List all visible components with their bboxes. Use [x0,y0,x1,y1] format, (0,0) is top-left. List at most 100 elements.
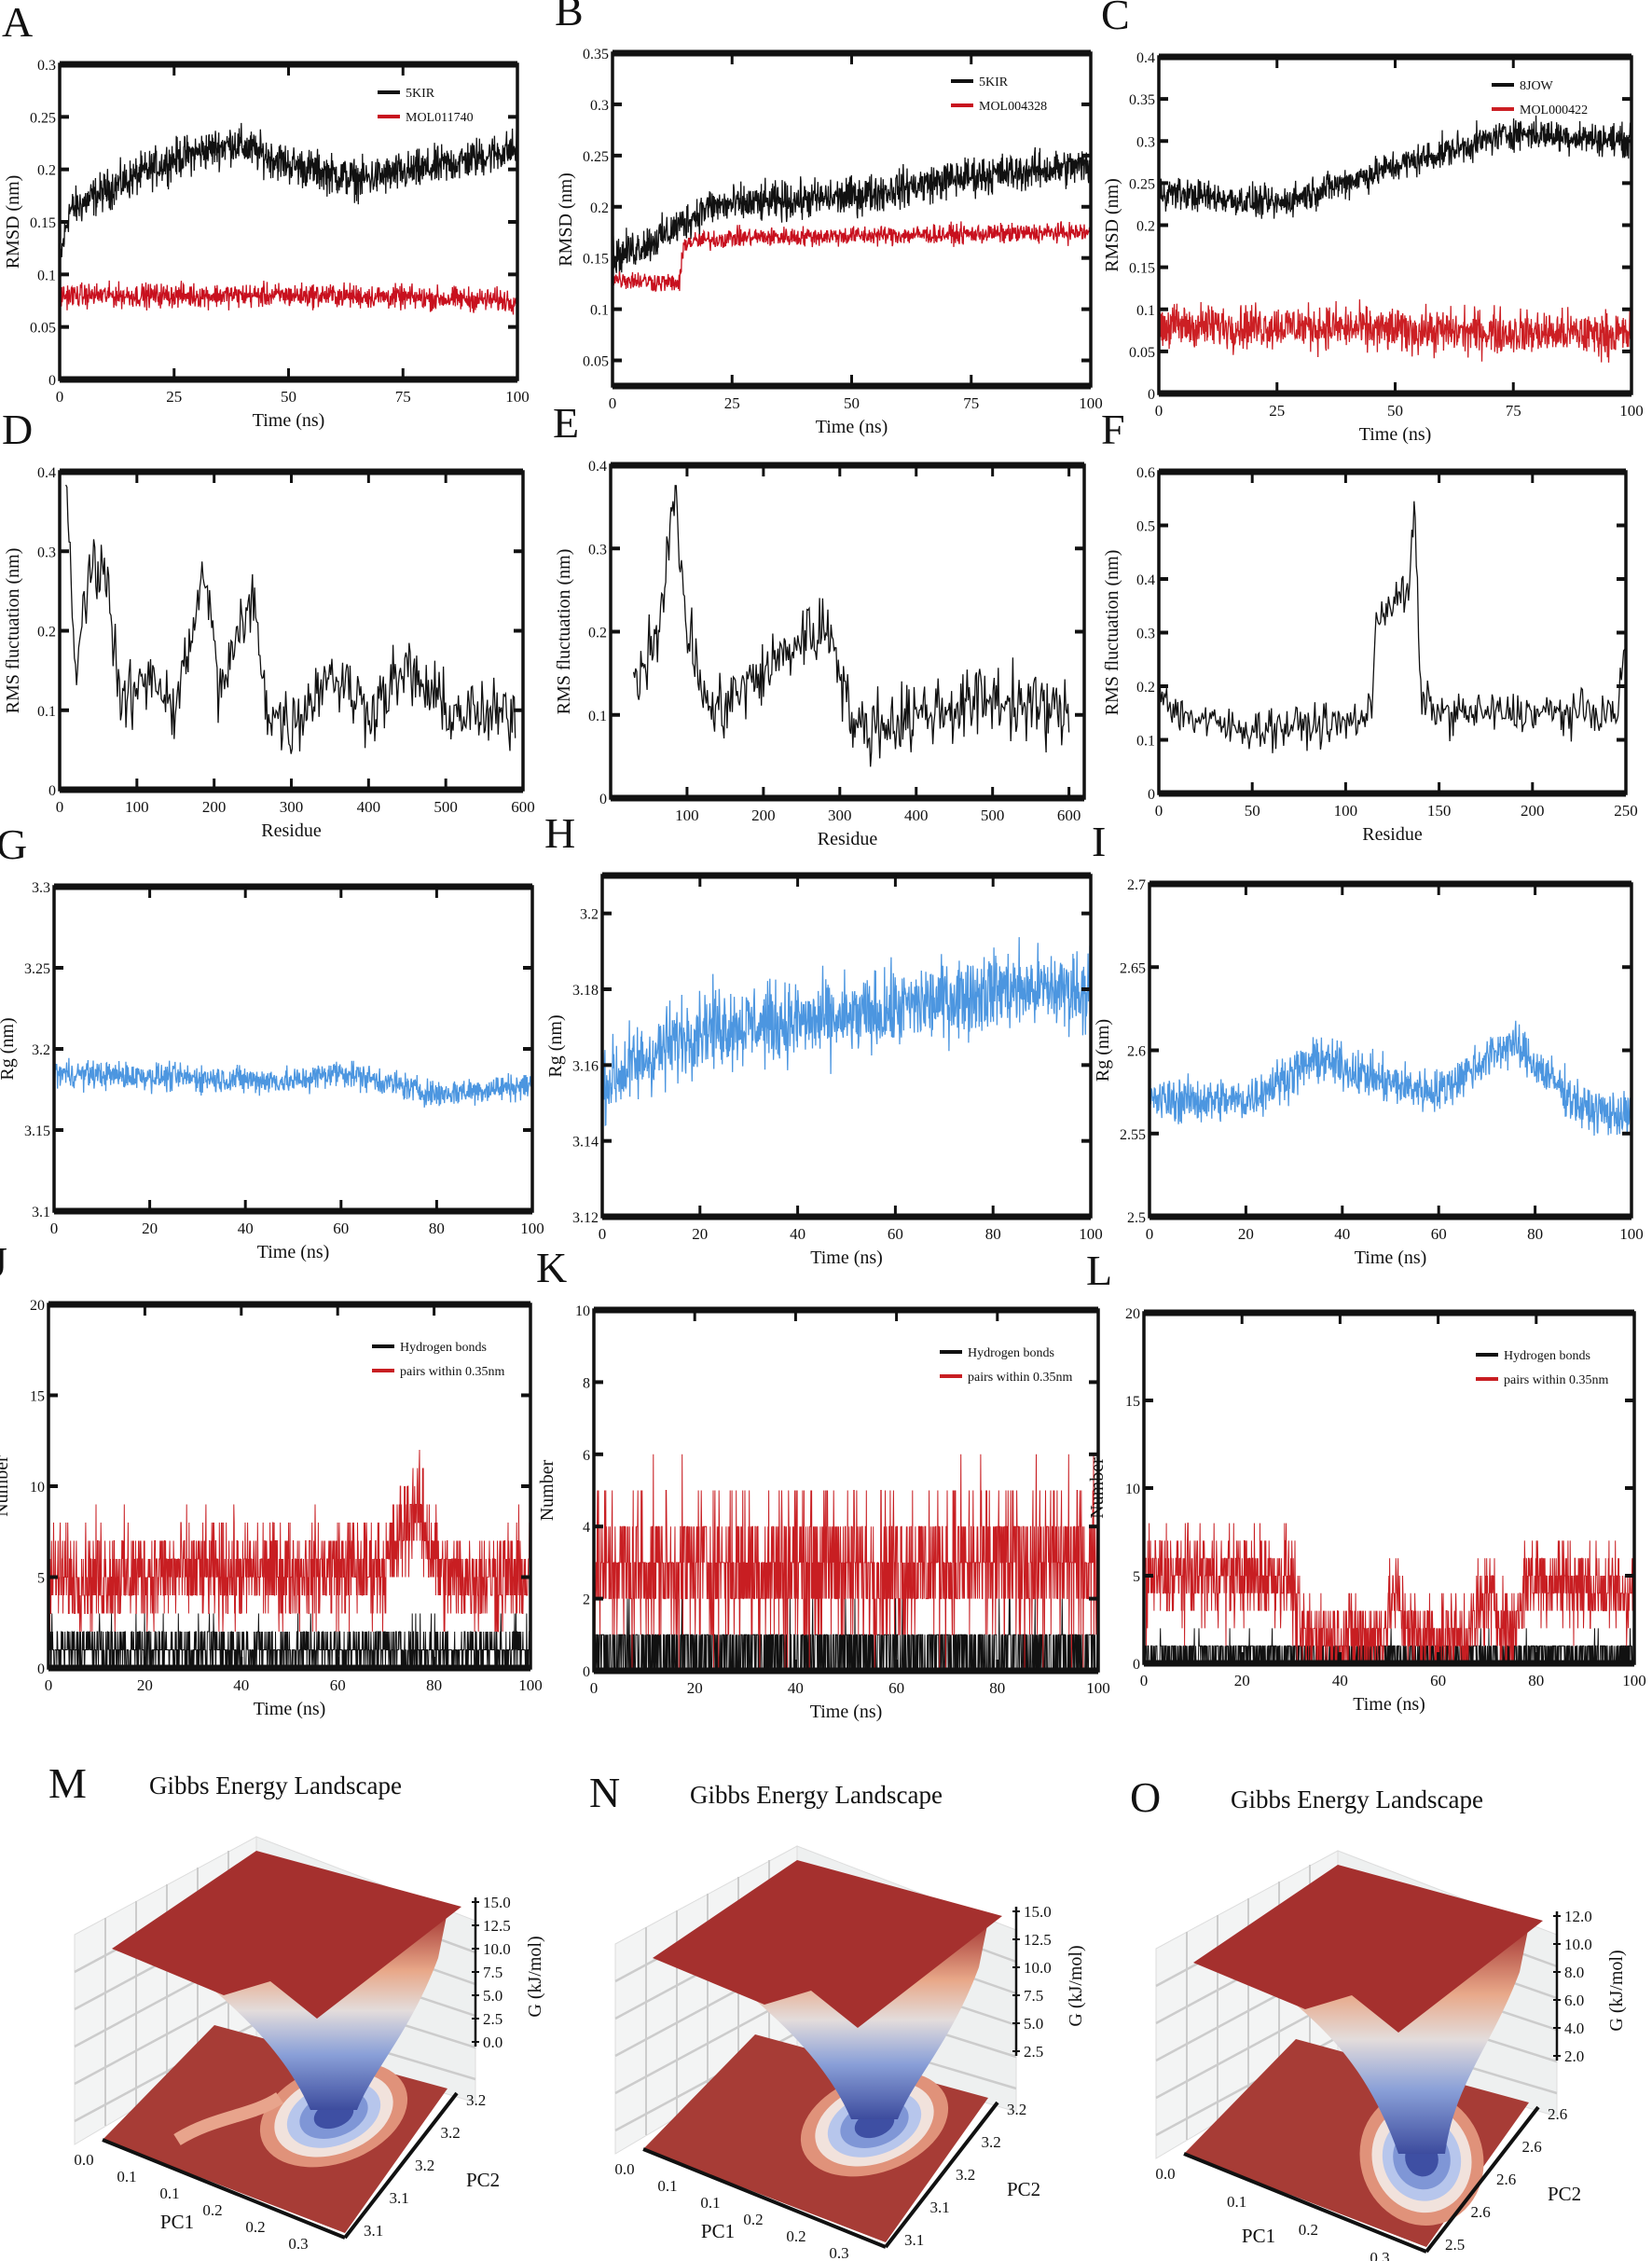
y-tick-label: 0.1 [37,268,56,283]
y-tick-label: 0.05 [30,321,56,337]
x-tick-label: 60 [888,1225,903,1243]
surface-M: 0.0 2.5 5.0 7.5 10.0 12.5 15.0 G (kJ/mol) 0.0 0.1… [74,1836,545,2253]
z-tick-label: 5.0 [483,1987,502,2005]
panel-label: G [0,820,28,868]
x-tick-label: 100 [1086,1679,1110,1697]
x-tick-label: 40 [1334,1225,1350,1243]
x-tick-label: 0 [609,394,617,412]
x-axis-label: Time (ns) [1359,424,1432,445]
chart-E: 100 200 300 400 500 600 0 0.1 0.2 0.3 0.4 Residue RM… [554,459,1086,849]
y-tick-label: 3.2 [956,2166,975,2184]
panel-label: A [2,0,34,46]
y-tick-label: 6 [583,1448,590,1464]
z-tick-label: 6.0 [1564,1992,1584,2009]
series-line-1 [1159,115,1631,219]
y-tick-label: 3.16 [572,1058,599,1074]
chart-title: Gibbs Energy Landscape [690,1781,943,1809]
z-tick-label: 2.5 [1024,2043,1043,2061]
y-tick-label: 8 [583,1375,590,1391]
x-tick-label: 50 [844,394,860,412]
x-tick-label: 20 [687,1679,703,1697]
z-tick-label: 12.5 [1024,1931,1052,1949]
y-tick-label: 0.4 [1136,572,1155,588]
chart-title: Gibbs Energy Landscape [1231,1785,1483,1813]
y-axis-label: RMSD (nm) [1102,178,1122,272]
z-tick-label: 15.0 [1024,1903,1052,1921]
y-tick-label: 0 [37,1661,45,1677]
y-tick-label: 0.2 [1136,219,1155,235]
y-tick-label: 3.1 [930,2199,950,2216]
x-tick-label: 0 [1155,402,1163,420]
y-axis [884,2101,999,2249]
x-tick-label: 75 [395,388,411,406]
x-tick-label: 0 [1140,1672,1149,1689]
x-tick-label: 0.3 [288,2235,308,2253]
y-axis-label: RMSD (nm) [3,175,23,269]
x-tick-label: 300 [280,798,304,816]
x-tick-label: 0 [590,1679,599,1697]
y-tick-label: 0.1 [1136,303,1155,319]
grid-line [614,1993,798,2095]
y-tick-label: 0.15 [1129,261,1155,277]
y-tick-label: 3.2 [580,907,599,923]
y-tick-label: 3.1 [364,2222,383,2240]
legend-label: MOL000422 [1520,103,1588,117]
chart-A: 0 25 50 75 100 0 0.05 0.1 0.15 0.2 0.25 0.3 Time (ns… [3,58,530,431]
y-tick-label: 2.6 [1548,2105,1567,2123]
y-tick-label: 0 [583,1664,590,1680]
x-axis [102,2138,346,2240]
surface-N: 2.5 5.0 7.5 10.0 12.5 15.0 G (kJ/mol) 0.0 0.1 0.1… [614,1845,1086,2261]
series-line-2 [594,1454,1098,1671]
series-line-1 [613,146,1091,274]
grid-line [1155,1998,1339,2100]
plot-frame [609,463,1086,800]
y-tick-label: 3.1 [390,2189,409,2207]
z-tick-label: 7.5 [1024,1987,1043,2005]
y-tick-label: 0.1 [588,709,607,724]
x-tick-label: 80 [429,1220,445,1237]
y-tick-label: 2.6 [1127,1044,1146,1060]
y-axis-label: PC2 [1548,2183,1581,2205]
y-tick-label: 3.1 [904,2231,924,2249]
x-tick-label: 0 [599,1225,607,1243]
series-line-1 [60,122,517,263]
y-tick-label: 2 [583,1592,590,1608]
x-tick-label: 0 [50,1220,59,1237]
z-tick-label: 10.0 [1024,1959,1052,1977]
panel-label: L [1086,1247,1113,1294]
x-tick-label: 80 [426,1676,442,1694]
y-tick-label: 0 [1148,387,1155,403]
series-line-2 [48,1449,530,1633]
x-tick-label: 20 [692,1225,708,1243]
series-line-1 [48,1613,530,1668]
y-tick-label: 2.6 [1522,2138,1542,2156]
x-tick-label: 0.0 [74,2151,93,2169]
y-tick-label: 20 [30,1298,45,1314]
series-line-2 [1144,1523,1634,1663]
x-tick-label: 0.0 [614,2160,634,2178]
x-tick-label: 50 [1245,802,1260,820]
panel-label: B [555,0,584,34]
x-tick-label: 25 [166,388,182,406]
x-tick-label: 100 [518,1676,543,1694]
x-tick-label: 0 [45,1676,53,1694]
chart-D: 0 100 200 300 400 500 600 0 0.1 0.2 0.3 0.4 Residue R… [3,465,535,841]
x-tick-label: 60 [330,1676,346,1694]
y-tick-label: 2.55 [1120,1127,1146,1143]
x-tick-label: 250 [1614,802,1638,820]
z-tick-label: 4.0 [1564,2020,1584,2037]
y-axis-label: Rg (nm) [0,1017,18,1080]
series-line-2 [1159,299,1631,363]
series-line-1 [65,484,516,754]
panel-label: K [536,1244,568,1291]
z-tick-label: 10.0 [1564,1936,1592,1953]
y-tick-label: 0.05 [583,354,609,370]
x-tick-label: 0.1 [700,2194,720,2212]
y-tick-label: 0.4 [37,465,56,481]
y-tick-label: 0.3 [588,542,607,558]
x-axis-label: Residue [1362,824,1423,845]
legend-label: 5KIR [406,87,435,101]
chart-C: 0 25 50 75 100 0 0.05 0.1 0.15 0.2 0.25 0.3 0.35 0.4 T… [1102,50,1644,445]
legend-label: pairs within 0.35nm [1504,1373,1608,1387]
x-axis-label: Time (ns) [257,1242,330,1262]
